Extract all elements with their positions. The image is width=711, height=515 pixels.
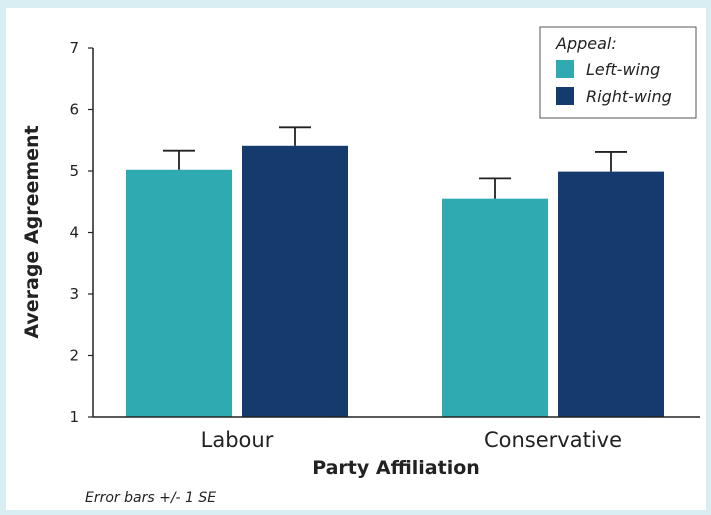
bar-right-wing-labour [242, 145, 348, 417]
y-tick-label: 5 [69, 162, 79, 180]
x-axis-title: Party Affiliation [312, 457, 480, 479]
error-bars [163, 126, 627, 199]
y-axis-title: Average Agreement [21, 125, 43, 338]
legend-label: Left-wing [586, 60, 660, 79]
legend-label: Right-wing [586, 87, 672, 106]
x-category-label: Labour [201, 428, 274, 452]
y-axis-ticks: 1 2 3 4 5 6 7 [69, 39, 93, 426]
legend-title: Appeal: [555, 34, 617, 53]
x-axis-categories: Labour Conservative [201, 428, 622, 452]
error-bar-note: Error bars +/- 1 SE [85, 490, 216, 506]
legend: Appeal: Left-wing Right-wing [539, 26, 697, 119]
bar-left-wing-conservative [442, 198, 548, 417]
bar-right-wing-conservative [558, 171, 664, 417]
legend-items: Left-wing Right-wing [556, 60, 672, 106]
y-tick-label: 7 [69, 39, 79, 57]
y-tick-label: 3 [69, 285, 79, 303]
bar-left-wing-labour [126, 169, 232, 417]
x-category-label: Conservative [484, 428, 622, 452]
legend-swatch [556, 60, 574, 78]
bars [126, 145, 664, 417]
legend-swatch [556, 87, 574, 105]
y-tick-label: 2 [69, 347, 79, 365]
y-tick-label: 6 [69, 101, 79, 119]
y-tick-label: 1 [69, 408, 79, 426]
y-tick-label: 4 [69, 224, 79, 242]
